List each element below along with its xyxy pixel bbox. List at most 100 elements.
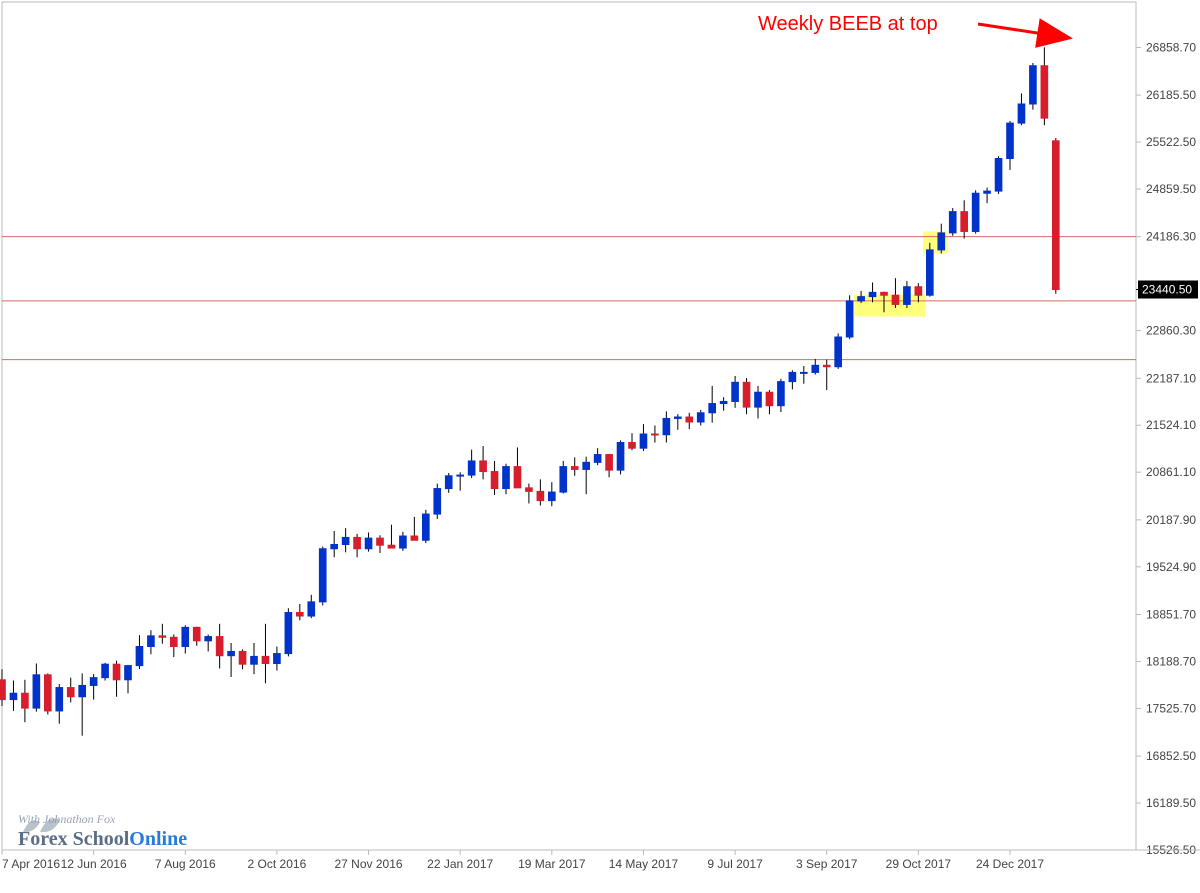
candle-body [537,491,544,500]
candle-body [663,418,670,434]
candle-body [10,693,17,699]
x-tick-label: 14 May 2017 [609,857,679,871]
candle-body [697,413,704,422]
candle-body [812,365,819,372]
y-tick-label: 26185.50 [1146,88,1196,102]
candle-body [892,295,899,304]
candle-body [331,545,338,549]
chart-svg: 15526.5016189.5016852.5017525.7018188.70… [0,0,1200,893]
candle-body [823,365,830,366]
candle-body [44,675,51,711]
candle-body [1041,66,1048,118]
candle-body [0,680,5,700]
candle-body [274,654,281,664]
candle-body [468,461,475,475]
candle-body [571,467,578,470]
candle-body [984,191,991,193]
candle-body [170,637,177,646]
candle-body [22,693,29,708]
candle-body [995,159,1002,192]
candle-body [949,212,956,233]
x-tick-label: 22 Jan 2017 [427,857,493,871]
x-tick-label: 9 Jul 2017 [707,857,763,871]
candle-body [182,627,189,646]
candles-group [0,47,1059,735]
candle-body [755,392,762,407]
candle-body [1052,141,1059,290]
y-tick-label: 24186.30 [1146,230,1196,244]
candle-body [411,536,418,540]
candle-body [251,656,258,664]
candle-body [732,382,739,401]
candle-body [113,664,120,680]
candle-body [102,664,109,677]
y-tick-label: 17525.70 [1146,701,1196,715]
candle-body [686,417,693,422]
candle-body [67,688,74,697]
candle-body [90,678,97,686]
y-tick-label: 22187.10 [1146,371,1196,385]
y-tick-label: 21524.10 [1146,418,1196,432]
candle-body [228,651,235,655]
y-tick-label: 25522.50 [1146,135,1196,149]
candle-body [720,401,727,403]
candle-body [480,461,487,472]
candle-body [205,637,212,641]
y-axis-ticks: 15526.5016189.5016852.5017525.7018188.70… [1136,40,1196,857]
candle-body [56,688,63,711]
candle-body [766,392,773,405]
candle-body [617,443,624,471]
candle-body [503,467,510,489]
candle-body [594,455,601,463]
candle-body [377,538,384,545]
watermark-brand-b: Online [129,828,187,850]
candle-body [33,675,40,708]
candle-body [709,404,716,413]
x-tick-label: 12 Jun 2016 [61,857,127,871]
annotation-arrow [978,24,1070,38]
candle-body [216,637,223,656]
candle-body [262,656,269,663]
y-tick-label: 18851.70 [1146,607,1196,621]
y-tick-label: 16189.50 [1146,796,1196,810]
x-tick-label: 24 Dec 2017 [976,857,1044,871]
candle-body [583,462,590,469]
bulls-icon [18,810,78,836]
candle-body [674,417,681,418]
candle-body [136,646,143,665]
x-tick-label: 29 Oct 2017 [886,857,952,871]
y-tick-label: 16852.50 [1146,749,1196,763]
candle-body [915,287,922,295]
x-axis-ticks: 7 Apr 201612 Jun 20167 Aug 20162 Oct 201… [2,850,1044,871]
candle-body [422,514,429,540]
x-tick-label: 7 Apr 2016 [2,857,60,871]
candle-body [800,372,807,373]
candle-body [846,301,853,337]
candle-body [629,443,636,449]
candle-body [342,537,349,544]
candle-body [606,455,613,471]
candle-body [159,636,166,637]
plot-border [2,2,1136,850]
x-tick-label: 19 Mar 2017 [518,857,586,871]
annotation-text: Weekly BEEB at top [758,13,938,35]
y-tick-label: 26858.70 [1146,40,1196,54]
candle-body [388,545,395,548]
y-tick-label: 20187.90 [1146,513,1196,527]
candle-body [365,538,372,549]
candle-body [296,612,303,616]
candle-body [514,467,521,488]
candle-body [491,472,498,489]
candle-body [972,193,979,231]
candle-body [125,666,132,680]
candle-body [835,337,842,367]
candlestick-chart: 15526.5016189.5016852.5017525.7018188.70… [0,0,1200,893]
candle-body [400,536,407,548]
watermark-logo: With Johnathon Fox Forex SchoolOnline [18,810,187,851]
candle-body [308,602,315,616]
candle-body [1018,104,1025,123]
candle-body [652,434,659,435]
candle-body [434,489,441,514]
y-tick-label: 20861.10 [1146,465,1196,479]
price-tag-value: 23440.50 [1142,283,1192,297]
